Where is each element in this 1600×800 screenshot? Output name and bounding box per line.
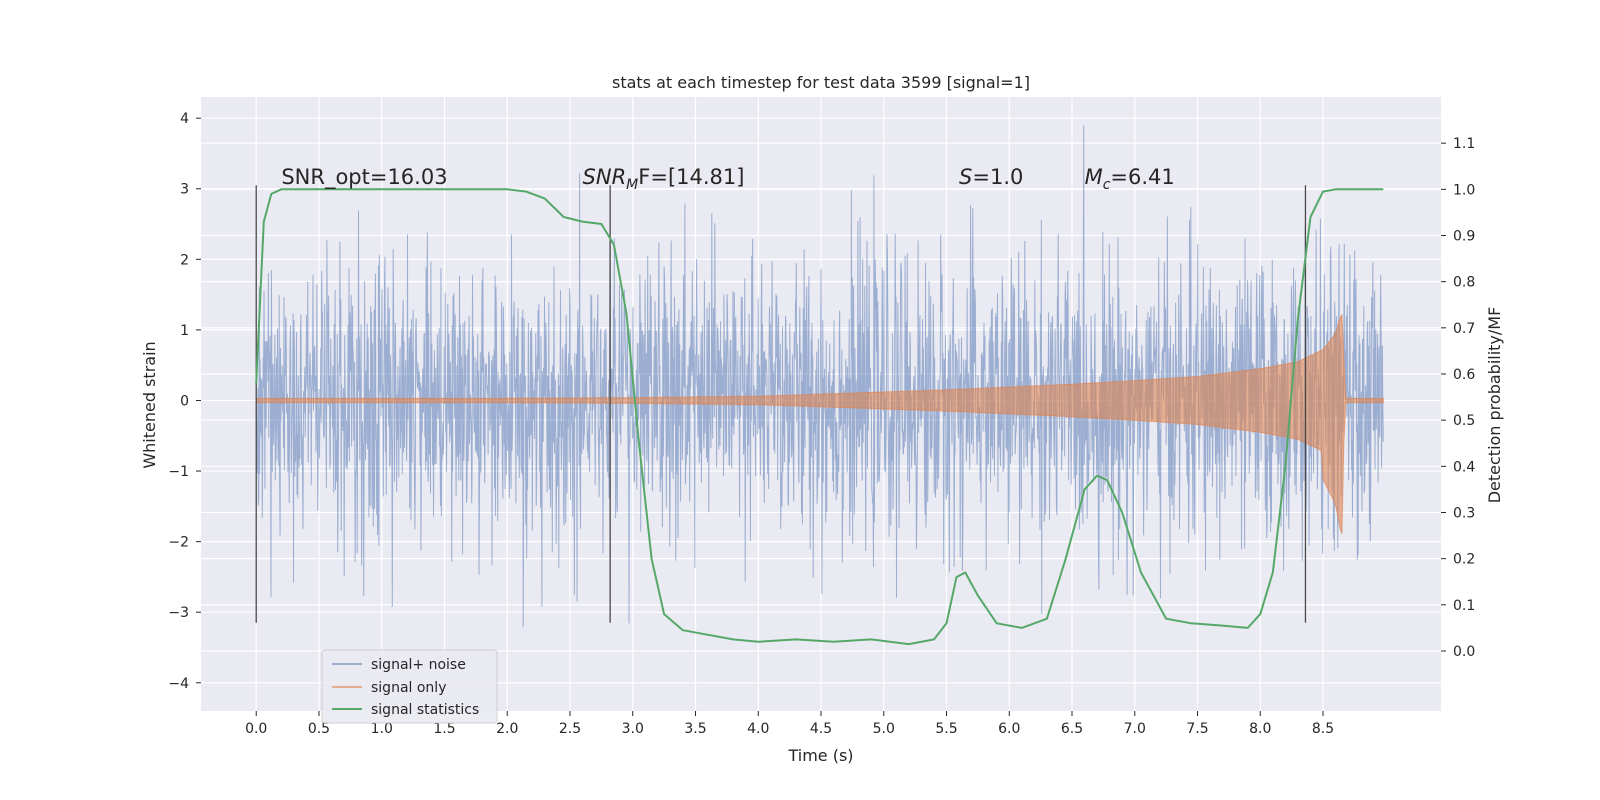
series-signal-only [255, 314, 1384, 535]
x-tick-label: 1.5 [433, 721, 455, 737]
y2-tick-label: 0.4 [1453, 459, 1475, 475]
series-signal-statistics [255, 188, 1384, 646]
y2-tick-label: 0.9 [1453, 228, 1475, 244]
y-axis-title: Whitened strain [140, 341, 159, 468]
annotation-2: S=1.0 [959, 165, 1023, 189]
x-tick-label: 3.0 [622, 721, 644, 737]
x-tick-label: 8.0 [1249, 721, 1271, 737]
x-axis-ticks: 0.0 0.5 1.0 1.5 2.0 2.5 3.0 3.5 4.0 4.5 5.0 5.5 6.0 6… [245, 711, 1334, 737]
y-tick-label: 4 [180, 111, 189, 127]
annotation-tail: =6.41 [1110, 165, 1174, 189]
y2-tick-label: 1.0 [1453, 182, 1475, 198]
x-tick-label: 0.0 [245, 721, 267, 737]
y2-tick-label: 0.2 [1453, 552, 1475, 568]
legend-label-signal-noise: signal+ noise [371, 657, 466, 673]
y-tick-label: 2 [180, 252, 189, 268]
y-tick-label: −2 [168, 535, 189, 551]
x-tick-label: 7.5 [1186, 721, 1208, 737]
y2-axis-title: Detection probability/MF [1485, 307, 1504, 504]
x-tick-label: 6.5 [1061, 721, 1083, 737]
annotation-1: SNRMF=[14.81] [583, 165, 745, 193]
y2-tick-label: 0.6 [1453, 367, 1475, 383]
x-tick-label: 2.0 [496, 721, 518, 737]
annotation-3: Mc=6.41 [1085, 165, 1175, 193]
x-tick-label: 6.0 [998, 721, 1020, 737]
y2-tick-label: 1.1 [1453, 136, 1475, 152]
annotation-base: SNR [583, 165, 627, 189]
y-tick-label: −3 [168, 605, 189, 621]
legend: signal+ noise signal only signal statist… [321, 649, 498, 724]
y-tick-label: −4 [168, 676, 189, 692]
annotation-tail: =1.0 [972, 165, 1023, 189]
x-tick-label: 3.5 [684, 721, 706, 737]
annotation-base: M [1085, 165, 1103, 189]
x-tick-label: 5.0 [873, 721, 895, 737]
x-tick-label: 8.5 [1312, 721, 1334, 737]
chart-title: stats at each timestep for test data 359… [612, 73, 1030, 92]
legend-label-signal-only: signal only [371, 680, 446, 696]
y-axis-ticks: 4 3 2 1 0 −1 −2 −3 −4 [168, 111, 201, 692]
signal-only-band [255, 314, 1384, 535]
x-tick-label: 1.0 [371, 721, 393, 737]
x-tick-label: 5.5 [935, 721, 957, 737]
annotation-snr-opt: SNR_opt=16.03 [281, 165, 447, 190]
y2-tick-label: 0.3 [1453, 505, 1475, 521]
y-tick-label: 0 [180, 393, 189, 409]
x-tick-label: 4.5 [810, 721, 832, 737]
annotation-tail: F=[14.81] [638, 165, 744, 189]
y2-axis-ticks: 1.1 1.0 0.9 0.8 0.7 0.6 0.5 0.4 0.3 0.2 0.1 0.0 [1441, 136, 1475, 660]
y2-tick-label: 0.5 [1453, 413, 1475, 429]
y-tick-label: −1 [168, 464, 189, 480]
annotation-subscript: c [1103, 177, 1111, 193]
y2-tick-label: 0.0 [1453, 644, 1475, 660]
x-tick-label: 0.5 [308, 721, 330, 737]
y-tick-label: 3 [180, 182, 189, 198]
x-tick-label: 4.0 [747, 721, 769, 737]
x-tick-label: 7.0 [1124, 721, 1146, 737]
annotations: SNR_opt=16.03 SNRMF=[14.81] S=1.0 Mc=6.41 [281, 165, 1174, 193]
annotation-subscript: M [626, 177, 638, 193]
y2-tick-label: 0.8 [1453, 275, 1475, 291]
legend-label-signal-statistics: signal statistics [371, 702, 479, 718]
y-tick-label: 1 [180, 323, 189, 339]
x-tick-label: 2.5 [559, 721, 581, 737]
legend-box [321, 649, 498, 724]
y2-tick-label: 0.1 [1453, 598, 1475, 614]
signal-statistics-line [255, 188, 1384, 646]
y2-tick-label: 0.7 [1453, 321, 1475, 337]
annotation-base: S [959, 165, 972, 189]
x-axis-title: Time (s) [787, 746, 853, 765]
